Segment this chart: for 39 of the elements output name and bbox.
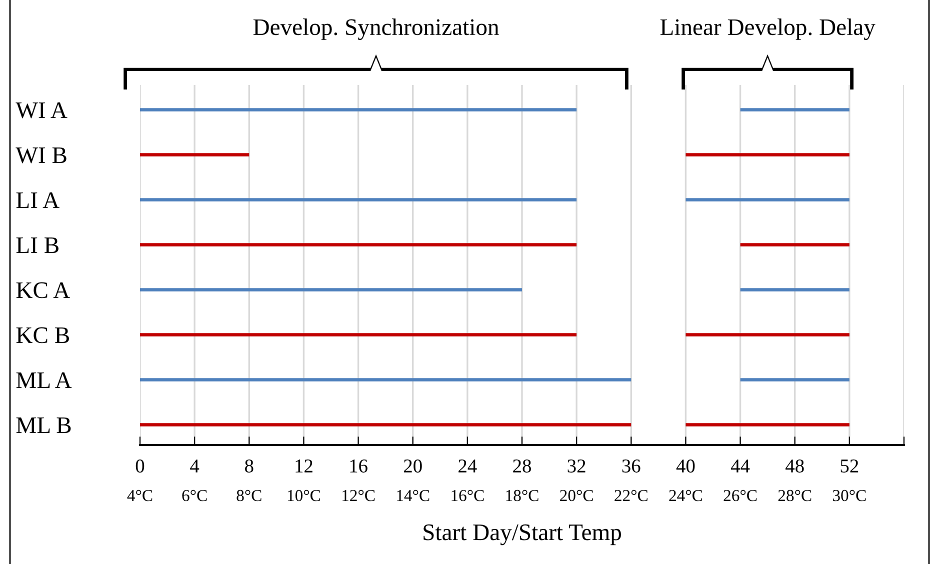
x-tick-label: 36 xyxy=(622,460,640,473)
x-tick-label: 12 xyxy=(296,460,312,472)
x-axis-title: Start Day/Start Temp xyxy=(424,524,622,546)
text: Develop. Synchronization xyxy=(253,18,499,40)
text: Linear Develop. Delay xyxy=(660,18,876,40)
x-tick-label: 20 xyxy=(404,459,422,473)
y-tick-label: ML A xyxy=(16,372,72,388)
x-tick-label: 52 xyxy=(840,460,858,473)
x-tick-label: 48 xyxy=(786,459,804,473)
x2-tick-label: 14°C xyxy=(397,490,430,502)
x2-tick-label: 6°C xyxy=(182,490,207,502)
x2-tick-label: 4°C xyxy=(127,490,152,502)
y-tick-label: LI B xyxy=(16,237,58,254)
x-tick-label: 28 xyxy=(513,459,531,473)
x2-tick-label: 16°C xyxy=(452,490,484,502)
x-tick-label: 44 xyxy=(730,460,750,472)
x2-tick-label: 22°C xyxy=(614,490,648,502)
y-tick-label: WI A xyxy=(16,102,68,118)
x-tick-label: 4 xyxy=(190,460,200,472)
x2-tick-label: 8°C xyxy=(236,490,262,502)
x-tick-label: 8 xyxy=(245,459,254,473)
x2-tick-label: 30°C xyxy=(833,490,866,502)
x-tick-label: 24 xyxy=(458,460,477,472)
y-tick-label: KC B xyxy=(16,327,69,344)
x-tick-label: 16 xyxy=(350,460,368,473)
x2-tick-label: 10°C xyxy=(288,490,320,502)
x-tick-label: 32 xyxy=(568,460,586,473)
y-tick-label: ML B xyxy=(16,417,71,434)
x2-tick-label: 18°C xyxy=(506,490,538,502)
y-tick-label: WI B xyxy=(16,147,66,164)
x-tick-label: 40 xyxy=(676,459,695,473)
y-tick-label: KC A xyxy=(16,282,70,298)
x2-tick-label: 28°C xyxy=(778,490,812,502)
x2-tick-label: 12°C xyxy=(342,490,375,502)
x-tick-label: 0 xyxy=(136,459,144,473)
x2-tick-label: 20°C xyxy=(560,490,593,502)
x2-tick-label: 26°C xyxy=(724,490,757,502)
y-tick-label: LI A xyxy=(16,192,60,208)
x2-tick-label: 24°C xyxy=(669,490,702,502)
